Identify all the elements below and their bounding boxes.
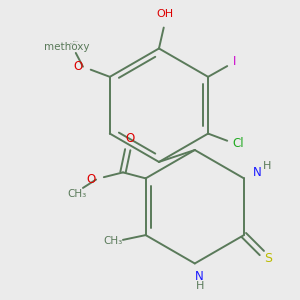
Text: methoxy: methoxy bbox=[67, 44, 73, 45]
Text: N: N bbox=[253, 166, 261, 179]
Text: H: H bbox=[195, 281, 204, 291]
Text: O: O bbox=[74, 60, 83, 73]
Text: CH₃: CH₃ bbox=[68, 189, 87, 199]
Text: I: I bbox=[233, 55, 236, 68]
Text: O: O bbox=[87, 173, 96, 186]
Text: O: O bbox=[125, 133, 134, 146]
Text: N: N bbox=[195, 270, 204, 283]
Text: methoxy: methoxy bbox=[70, 43, 76, 44]
Text: H: H bbox=[262, 161, 271, 171]
Text: Cl: Cl bbox=[232, 137, 244, 150]
Text: methoxy: methoxy bbox=[44, 42, 90, 52]
Text: CH₃: CH₃ bbox=[103, 236, 122, 246]
Text: methoxy: methoxy bbox=[73, 41, 79, 42]
Text: S: S bbox=[264, 253, 272, 266]
Text: OH: OH bbox=[156, 9, 173, 20]
